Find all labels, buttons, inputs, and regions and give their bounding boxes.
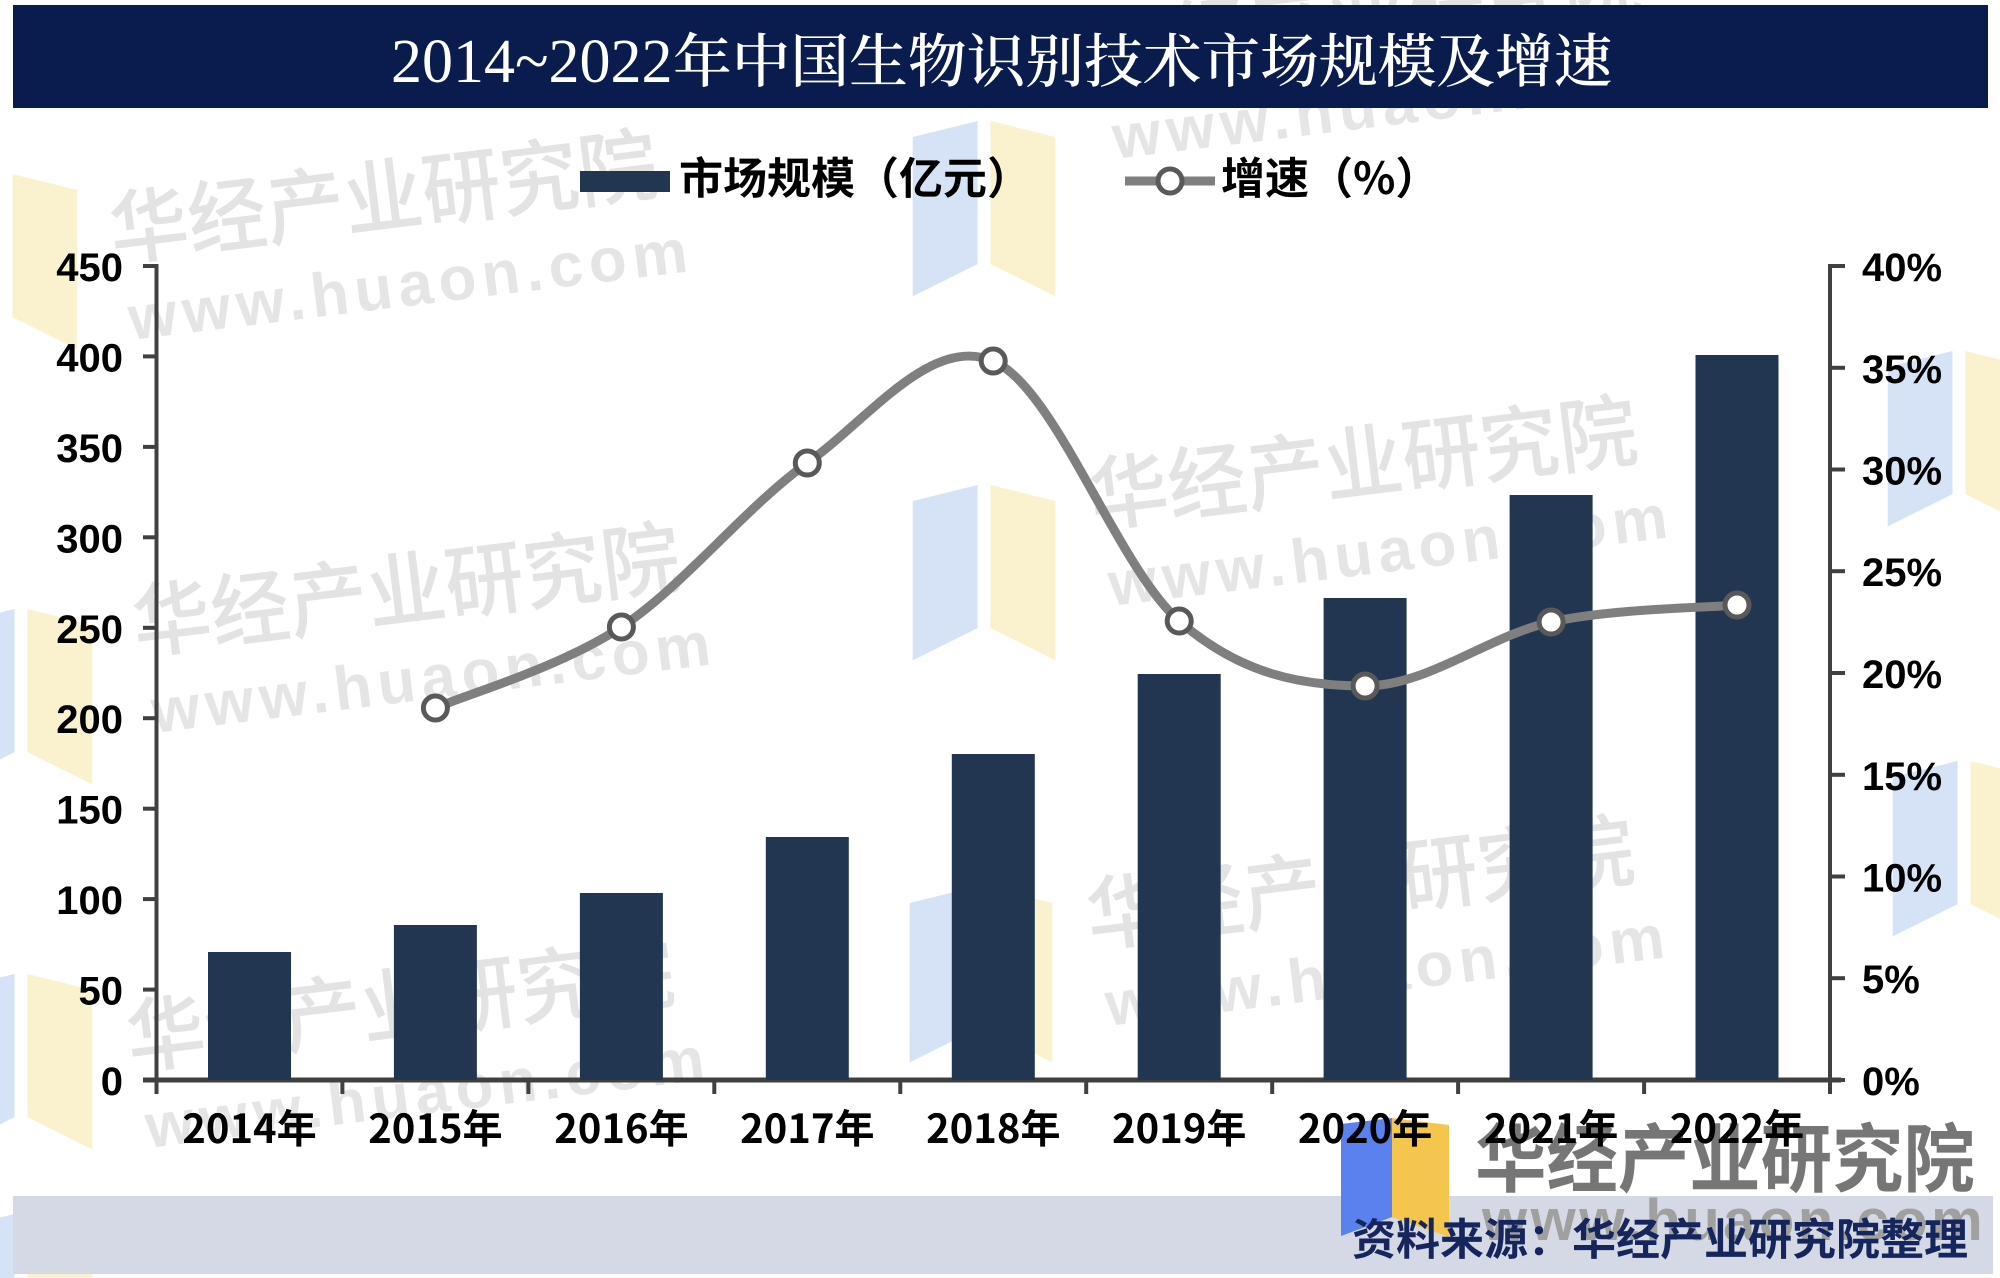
svg-text:25%: 25% (1862, 551, 1942, 595)
svg-text:250: 250 (56, 608, 123, 652)
svg-text:0: 0 (101, 1060, 123, 1104)
svg-text:200: 200 (56, 698, 123, 742)
svg-text:350: 350 (56, 427, 123, 471)
svg-text:0%: 0% (1862, 1060, 1920, 1104)
svg-text:2014~2022: 2014~2022 (391, 28, 673, 96)
svg-text:15%: 15% (1862, 755, 1942, 799)
svg-text:10%: 10% (1862, 857, 1942, 901)
svg-text:50: 50 (79, 970, 124, 1014)
svg-text:100: 100 (56, 879, 123, 923)
svg-text:400: 400 (56, 336, 123, 380)
svg-text:300: 300 (56, 517, 123, 561)
svg-text:20%: 20% (1862, 653, 1942, 697)
svg-text:450: 450 (56, 246, 123, 290)
svg-text:5%: 5% (1862, 958, 1920, 1002)
svg-text:150: 150 (56, 789, 123, 833)
svg-text:40%: 40% (1862, 246, 1942, 290)
svg-text:30%: 30% (1862, 450, 1942, 494)
svg-text:35%: 35% (1862, 348, 1942, 392)
